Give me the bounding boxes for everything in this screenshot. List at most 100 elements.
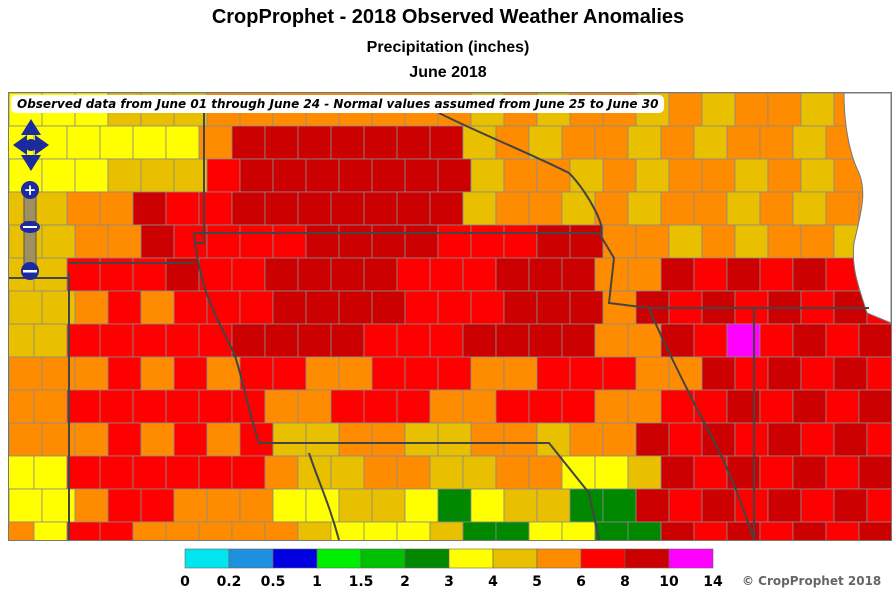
county-cell	[561, 257, 596, 292]
county-cell	[297, 521, 332, 540]
zoom-in-icon: +	[24, 181, 37, 199]
county-cell	[363, 125, 398, 160]
county-cell	[272, 422, 307, 457]
county-cell	[668, 488, 703, 523]
legend-label: 8	[620, 574, 630, 590]
county-cell	[338, 356, 373, 391]
county-cell	[9, 290, 43, 325]
county-cell	[140, 422, 175, 457]
county-cell	[198, 521, 233, 540]
county-cell	[627, 521, 662, 540]
state-boundary	[194, 232, 650, 309]
county-cell	[470, 422, 505, 457]
pan-down-icon[interactable]	[21, 155, 41, 171]
legend-swatch	[536, 548, 582, 569]
county-cell	[239, 158, 274, 193]
county-cell	[33, 389, 68, 424]
county-cell	[701, 488, 736, 523]
county-cell	[792, 521, 827, 540]
zoom-out-button[interactable]	[21, 262, 39, 280]
county-cell	[536, 158, 571, 193]
county-cell	[437, 356, 472, 391]
county-cell	[404, 356, 439, 391]
county-cell	[462, 521, 497, 540]
county-cell	[602, 290, 637, 325]
pan-control[interactable]	[11, 117, 51, 173]
county-cell	[99, 521, 134, 540]
pan-right-icon[interactable]	[35, 135, 49, 155]
county-cell	[594, 125, 629, 160]
county-cell	[701, 224, 736, 259]
county-cell	[759, 389, 794, 424]
county-cell	[165, 125, 200, 160]
county-cell	[462, 191, 497, 226]
county-cell	[239, 290, 274, 325]
county-cell	[363, 389, 398, 424]
county-cell	[297, 389, 332, 424]
county-cell	[594, 323, 629, 358]
zoom-slider-handle[interactable]	[20, 221, 40, 233]
county-cell	[330, 257, 365, 292]
county-cell	[363, 455, 398, 490]
county-cell	[767, 158, 802, 193]
zoom-in-button[interactable]: +	[21, 181, 39, 199]
county-cell	[627, 389, 662, 424]
county-cell	[330, 389, 365, 424]
county-cell	[404, 422, 439, 457]
county-cell	[66, 191, 101, 226]
county-cell	[470, 224, 505, 259]
county-cell	[767, 224, 802, 259]
county-cell	[239, 356, 274, 391]
copyright-text: © CropProphet 2018	[742, 574, 882, 588]
county-cell	[9, 389, 35, 424]
county-cell	[734, 224, 769, 259]
pan-up-icon[interactable]	[21, 119, 41, 135]
county-cell	[635, 488, 670, 523]
county-cell	[635, 224, 670, 259]
county-cell	[107, 422, 142, 457]
county-cell	[33, 521, 68, 540]
county-cell	[330, 455, 365, 490]
county-cell	[363, 257, 398, 292]
county-cell	[536, 290, 571, 325]
county-cell	[74, 290, 109, 325]
county-cell	[165, 521, 200, 540]
county-cell	[528, 257, 563, 292]
county-cell	[437, 224, 472, 259]
county-cell	[99, 191, 134, 226]
county-cell	[734, 158, 769, 193]
county-cell	[759, 125, 794, 160]
map-viewport[interactable]: Observed data from June 01 through June …	[8, 92, 892, 541]
county-cell	[231, 125, 266, 160]
county-cell	[660, 191, 695, 226]
county-cell	[800, 422, 835, 457]
county-cell	[635, 356, 670, 391]
county-cell	[437, 422, 472, 457]
county-cell	[825, 389, 860, 424]
county-cell	[792, 389, 827, 424]
county-cell	[429, 191, 464, 226]
county-cell	[462, 257, 497, 292]
county-cell	[800, 224, 835, 259]
pan-left-icon[interactable]	[13, 135, 27, 155]
precipitation-map[interactable]	[9, 93, 891, 540]
county-cell	[627, 455, 662, 490]
state-boundary	[193, 232, 279, 444]
county-cell	[470, 356, 505, 391]
county-cell	[305, 158, 340, 193]
county-cell	[429, 125, 464, 160]
county-cell	[569, 422, 604, 457]
county-cell	[726, 389, 761, 424]
county-cell	[429, 521, 464, 540]
legend-label: 0	[180, 574, 190, 590]
zoom-control[interactable]: +	[15, 179, 45, 283]
county-cell	[734, 356, 769, 391]
county-cell	[231, 323, 266, 358]
county-cell	[173, 224, 208, 259]
county-cell	[272, 224, 307, 259]
county-cell	[668, 224, 703, 259]
county-cell	[140, 488, 175, 523]
county-cell	[297, 323, 332, 358]
county-cell	[41, 224, 76, 259]
county-cell	[9, 422, 43, 457]
